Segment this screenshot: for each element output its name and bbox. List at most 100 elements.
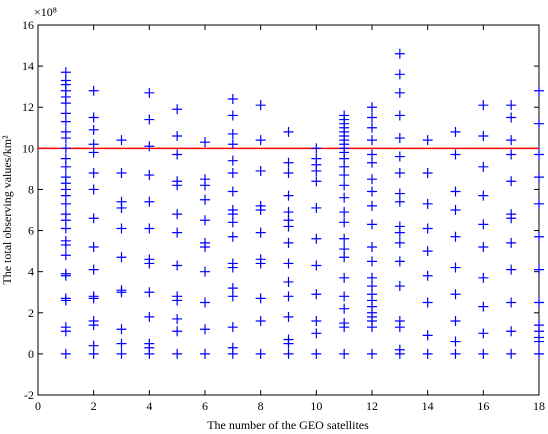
data-point bbox=[172, 348, 183, 359]
data-point bbox=[422, 198, 433, 209]
x-tick-label: 18 bbox=[533, 399, 545, 413]
data-point bbox=[394, 316, 405, 326]
data-point bbox=[255, 227, 266, 238]
data-point bbox=[227, 110, 238, 121]
data-point bbox=[506, 149, 517, 160]
data-point bbox=[116, 196, 127, 207]
data-point bbox=[422, 223, 433, 234]
y-tick-label: 14 bbox=[22, 59, 34, 73]
data-markers bbox=[60, 48, 544, 359]
data-point bbox=[311, 328, 322, 339]
data-point bbox=[88, 85, 99, 96]
data-point bbox=[144, 254, 155, 265]
data-point bbox=[227, 342, 238, 353]
data-point bbox=[60, 235, 71, 246]
data-point bbox=[506, 264, 517, 275]
data-point bbox=[283, 190, 294, 201]
y-axis-label: The total observing values/km² bbox=[0, 135, 14, 285]
data-point bbox=[200, 266, 210, 277]
data-point bbox=[227, 155, 238, 166]
data-point bbox=[534, 231, 544, 242]
data-point bbox=[283, 126, 294, 137]
x-tick-label: 4 bbox=[146, 399, 152, 413]
data-point bbox=[394, 344, 405, 355]
data-point bbox=[283, 258, 294, 269]
data-point bbox=[144, 338, 155, 349]
data-point bbox=[144, 287, 155, 298]
data-point bbox=[200, 194, 210, 205]
data-point bbox=[172, 104, 183, 115]
data-point bbox=[255, 200, 266, 211]
data-point bbox=[60, 126, 71, 137]
data-point bbox=[255, 100, 266, 111]
data-point bbox=[227, 283, 238, 294]
data-point bbox=[200, 215, 210, 226]
data-point bbox=[422, 246, 433, 257]
data-point bbox=[311, 289, 322, 300]
data-point bbox=[478, 190, 489, 201]
data-point bbox=[506, 237, 517, 248]
x-tick-label: 10 bbox=[310, 399, 322, 413]
data-point bbox=[311, 143, 322, 154]
data-point bbox=[172, 227, 183, 238]
data-point bbox=[60, 293, 71, 304]
data-point bbox=[227, 139, 238, 150]
data-point bbox=[478, 348, 489, 359]
data-point bbox=[506, 100, 517, 111]
data-point bbox=[534, 85, 544, 96]
data-point bbox=[60, 67, 71, 78]
data-point bbox=[227, 322, 238, 333]
data-point bbox=[88, 168, 99, 178]
data-point bbox=[534, 149, 544, 160]
data-point bbox=[144, 141, 155, 152]
data-point bbox=[60, 322, 71, 333]
data-point bbox=[394, 133, 405, 144]
y-scale-label: ×10⁸ bbox=[34, 5, 57, 19]
y-tick-label: 10 bbox=[22, 141, 34, 155]
data-point bbox=[339, 207, 350, 218]
data-point bbox=[339, 110, 350, 121]
data-point bbox=[144, 223, 155, 234]
data-point bbox=[367, 272, 377, 283]
data-point bbox=[88, 242, 99, 252]
data-point bbox=[534, 118, 544, 129]
data-point bbox=[450, 348, 461, 359]
data-point bbox=[200, 297, 210, 308]
data-point bbox=[283, 334, 294, 345]
data-point bbox=[450, 205, 461, 215]
data-point bbox=[339, 318, 350, 329]
data-point bbox=[144, 196, 155, 207]
data-point bbox=[367, 219, 377, 230]
data-point bbox=[394, 221, 405, 232]
data-point bbox=[478, 100, 489, 111]
data-point bbox=[200, 137, 210, 148]
data-point bbox=[506, 176, 517, 187]
data-point bbox=[311, 153, 322, 164]
data-point bbox=[339, 192, 350, 203]
data-point bbox=[116, 252, 127, 263]
data-point bbox=[422, 297, 433, 308]
data-point bbox=[283, 311, 294, 322]
data-point bbox=[534, 348, 544, 359]
y-tick-label: 0 bbox=[28, 347, 34, 361]
data-point bbox=[172, 149, 183, 160]
data-point bbox=[311, 233, 322, 244]
data-point bbox=[172, 176, 183, 187]
data-point bbox=[534, 264, 544, 275]
data-point bbox=[172, 131, 183, 141]
data-point bbox=[200, 174, 210, 185]
data-point bbox=[60, 209, 71, 220]
data-point bbox=[534, 198, 544, 209]
y-tick-label: 6 bbox=[28, 224, 34, 238]
data-point bbox=[255, 293, 266, 304]
data-point bbox=[367, 242, 377, 252]
data-point bbox=[60, 108, 71, 119]
data-point bbox=[506, 348, 517, 359]
data-point bbox=[367, 200, 377, 211]
data-point bbox=[88, 340, 99, 351]
data-point bbox=[227, 128, 238, 139]
data-point bbox=[172, 291, 183, 302]
x-tick-label: 12 bbox=[366, 399, 378, 413]
data-point bbox=[88, 316, 99, 326]
data-point bbox=[227, 168, 238, 178]
